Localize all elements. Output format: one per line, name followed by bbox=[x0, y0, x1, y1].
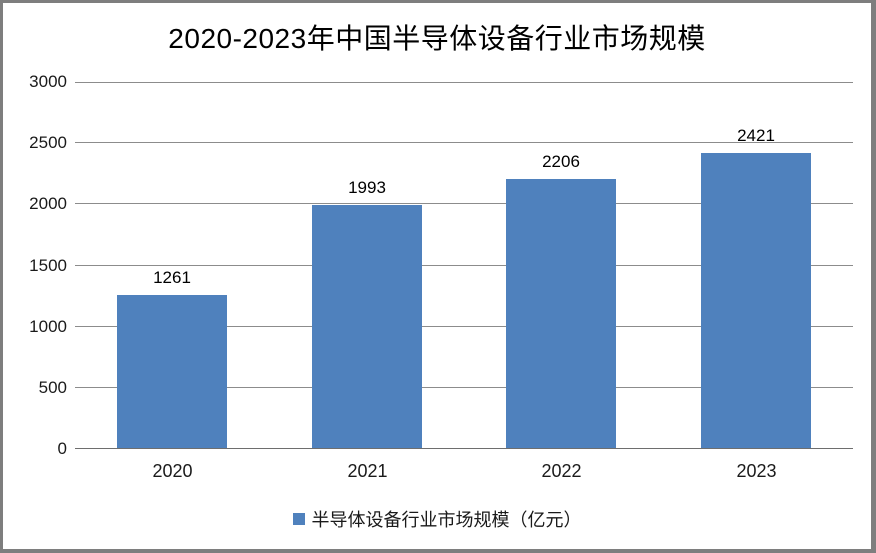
gridline bbox=[75, 142, 853, 143]
y-axis-tick-label: 0 bbox=[57, 439, 67, 458]
y-axis-tick-label: 1000 bbox=[29, 317, 67, 336]
x-axis-line bbox=[75, 448, 853, 449]
y-axis-tick-label: 1500 bbox=[29, 256, 67, 275]
bar bbox=[506, 179, 616, 449]
gridline bbox=[75, 326, 853, 327]
y-axis-labels: 0 500 1000 1500 2000 2500 3000 bbox=[3, 72, 67, 458]
chart-title: 2020-2023年中国半导体设备行业市场规模 bbox=[168, 23, 706, 54]
bar-value-label: 2206 bbox=[542, 152, 580, 171]
gridline bbox=[75, 203, 853, 204]
gridline bbox=[75, 387, 853, 388]
bar bbox=[701, 153, 811, 449]
x-axis-tick-label: 2020 bbox=[152, 461, 193, 481]
y-axis-tick-label: 2000 bbox=[29, 194, 67, 213]
bar-value-label: 1261 bbox=[153, 268, 191, 287]
bar-value-label: 1993 bbox=[348, 178, 386, 197]
plot-area: 1261 2020 1993 2021 2206 2022 2421 2023 bbox=[75, 82, 853, 481]
bar bbox=[117, 295, 227, 449]
legend: 半导体设备行业市场规模（亿元） bbox=[3, 506, 871, 532]
gridline bbox=[75, 82, 853, 83]
x-axis-tick-label: 2022 bbox=[541, 461, 582, 481]
x-axis-tick-label: 2023 bbox=[736, 461, 777, 481]
y-axis-tick-label: 2500 bbox=[29, 133, 67, 152]
x-axis-tick-label: 2021 bbox=[347, 461, 388, 481]
y-axis-tick-label: 500 bbox=[38, 378, 67, 397]
legend-label: 半导体设备行业市场规模（亿元） bbox=[311, 510, 582, 530]
bar-value-label: 2421 bbox=[737, 126, 775, 145]
y-axis-tick-label: 3000 bbox=[29, 72, 67, 91]
gridline bbox=[75, 265, 853, 266]
legend-marker-square bbox=[292, 513, 305, 525]
bar bbox=[312, 205, 422, 449]
